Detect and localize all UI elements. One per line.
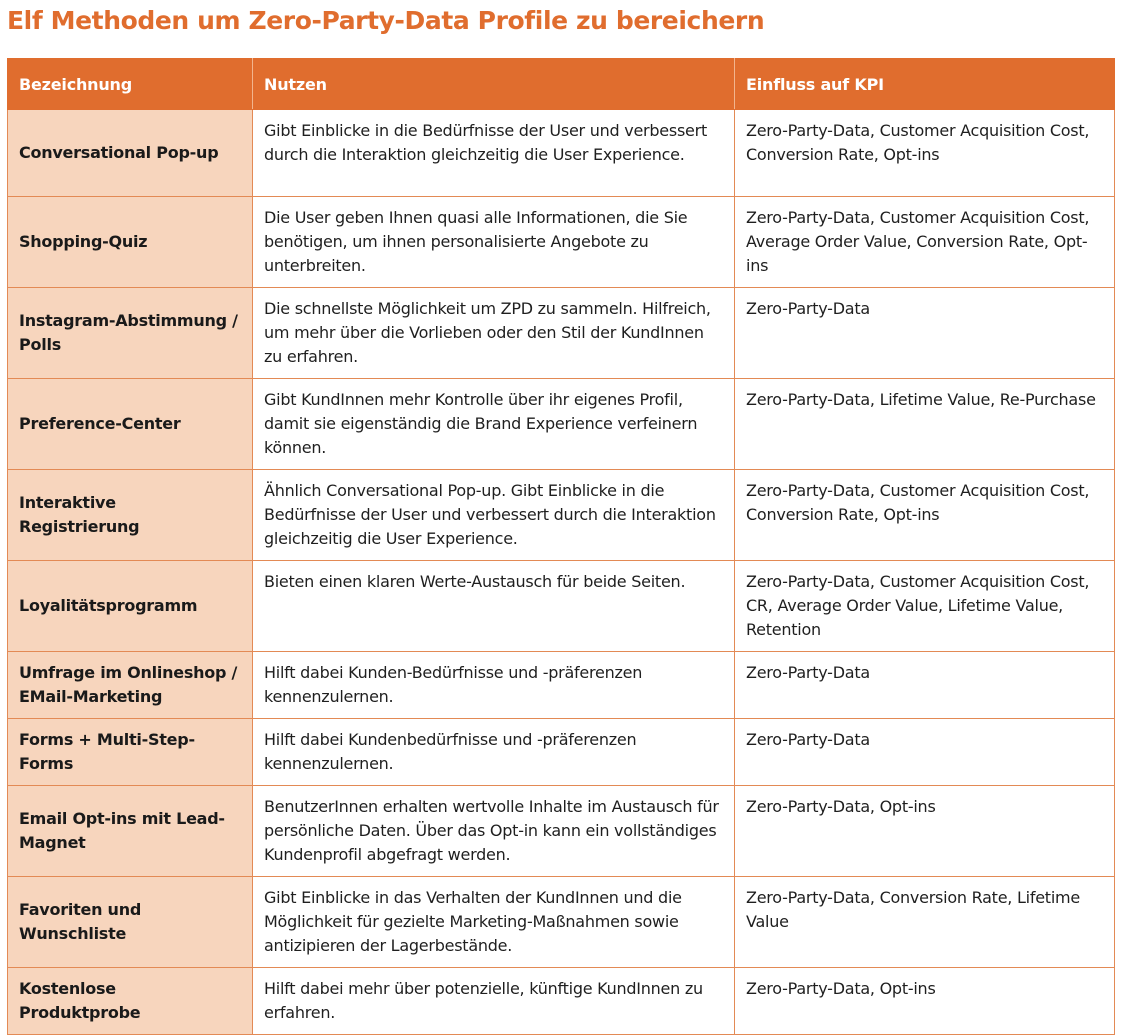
row-benefit: Gibt Einblicke in die Bedürfnisse der Us…: [252, 109, 735, 197]
row-kpi: Zero-Party-Data, Lifetime Value, Re-Purc…: [734, 378, 1115, 470]
row-name: Email Opt-ins mit Lead-Magnet: [7, 785, 253, 877]
table-row: Preference-Center Gibt KundInnen mehr Ko…: [7, 378, 1115, 470]
row-name: Favoriten und Wunschliste: [7, 876, 253, 968]
row-benefit: Gibt Einblicke in das Verhalten der Kund…: [252, 876, 735, 968]
row-kpi: Zero-Party-Data, Conversion Rate, Lifeti…: [734, 876, 1115, 968]
row-name: Preference-Center: [7, 378, 253, 470]
table-row: Conversational Pop-up Gibt Einblicke in …: [7, 109, 1115, 197]
row-benefit: Hilft dabei mehr über potenzielle, künft…: [252, 967, 735, 1035]
row-benefit: Ähnlich Conversational Pop-up. Gibt Einb…: [252, 469, 735, 561]
row-name: Conversational Pop-up: [7, 109, 253, 197]
row-benefit: Hilft dabei Kundenbedürfnisse und -präfe…: [252, 718, 735, 786]
row-kpi: Zero-Party-Data, Customer Acquisition Co…: [734, 109, 1115, 197]
row-benefit: Hilft dabei Kunden-Bedürfnisse und -präf…: [252, 651, 735, 719]
row-kpi: Zero-Party-Data, Opt-ins: [734, 785, 1115, 877]
page-title: Elf Methoden um Zero-Party-Data Profile …: [7, 6, 765, 35]
table-row: Loyalitätsprogramm Bieten einen klaren W…: [7, 560, 1115, 652]
table-row: Interaktive Registrierung Ähnlich Conver…: [7, 469, 1115, 561]
row-kpi: Zero-Party-Data, Customer Acquisition Co…: [734, 560, 1115, 652]
row-benefit: Bieten einen klaren Werte-Austausch für …: [252, 560, 735, 652]
row-kpi: Zero-Party-Data: [734, 651, 1115, 719]
row-name: Loyalitätsprogramm: [7, 560, 253, 652]
table-row: Umfrage im Onlineshop / EMail-Marketing …: [7, 651, 1115, 719]
table-row: Shopping-Quiz Die User geben Ihnen quasi…: [7, 196, 1115, 288]
row-name: Instagram-Abstimmung / Polls: [7, 287, 253, 379]
row-name: Shopping-Quiz: [7, 196, 253, 288]
row-kpi: Zero-Party-Data: [734, 287, 1115, 379]
row-benefit: Die User geben Ihnen quasi alle Informat…: [252, 196, 735, 288]
table-row: Kostenlose Produktprobe Hilft dabei mehr…: [7, 967, 1115, 1035]
row-kpi: Zero-Party-Data, Customer Acquisition Co…: [734, 196, 1115, 288]
row-name: Umfrage im Onlineshop / EMail-Marketing: [7, 651, 253, 719]
header-bezeichnung: Bezeichnung: [7, 58, 253, 110]
table-row: Forms + Multi-Step-Forms Hilft dabei Kun…: [7, 718, 1115, 786]
row-kpi: Zero-Party-Data: [734, 718, 1115, 786]
row-benefit: Die schnellste Möglichkeit um ZPD zu sam…: [252, 287, 735, 379]
header-einfluss-kpi: Einfluss auf KPI: [734, 58, 1115, 110]
table-header-row: Bezeichnung Nutzen Einfluss auf KPI: [7, 58, 1115, 110]
row-name: Kostenlose Produktprobe: [7, 967, 253, 1035]
row-benefit: Gibt KundInnen mehr Kontrolle über ihr e…: [252, 378, 735, 470]
row-name: Interaktive Registrierung: [7, 469, 253, 561]
row-name: Forms + Multi-Step-Forms: [7, 718, 253, 786]
row-benefit: BenutzerInnen erhalten wertvolle Inhalte…: [252, 785, 735, 877]
table-row: Email Opt-ins mit Lead-Magnet BenutzerIn…: [7, 785, 1115, 877]
row-kpi: Zero-Party-Data, Opt-ins: [734, 967, 1115, 1035]
methods-table: Bezeichnung Nutzen Einfluss auf KPI Conv…: [7, 58, 1115, 1035]
header-nutzen: Nutzen: [252, 58, 735, 110]
row-kpi: Zero-Party-Data, Customer Acquisition Co…: [734, 469, 1115, 561]
table-row: Instagram-Abstimmung / Polls Die schnell…: [7, 287, 1115, 379]
table-row: Favoriten und Wunschliste Gibt Einblicke…: [7, 876, 1115, 968]
